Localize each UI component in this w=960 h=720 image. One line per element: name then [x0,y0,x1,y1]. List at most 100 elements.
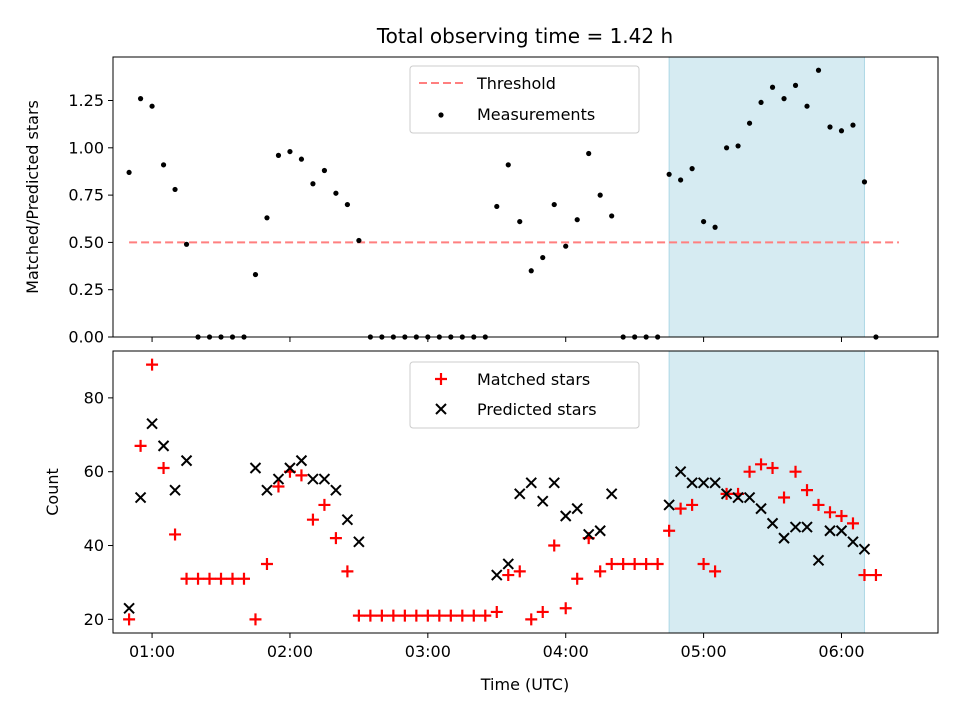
matched-point [858,569,871,582]
legend-swatch-measurements [438,112,444,118]
predicted-point [858,543,871,555]
matched-point [571,572,584,585]
predicted-point [341,513,354,526]
predicted-point [812,554,825,566]
measurement-point [746,120,753,126]
predicted-point [732,491,744,504]
matched-point [295,469,308,482]
matched-point [456,609,469,622]
predicted-point [755,502,767,515]
matched-point [697,557,710,570]
predicted-point [537,495,549,507]
predicted-point [824,525,836,537]
predicted-points [123,418,871,614]
measurement-point [758,99,764,106]
predicted-point [157,440,170,452]
y-axis-ticks-top: 0.00 0.25 0.50 0.75 1.00 1.25 [68,91,113,347]
y-tick-label-bottom: 20 [84,610,104,629]
measurement-point [275,152,282,158]
y-tick-label-top: 0.75 [68,186,104,205]
measurement-point [264,215,270,221]
matched-point [755,458,768,471]
matched-point [559,602,572,615]
matched-point [651,557,664,570]
matched-point [364,609,377,622]
measurement-point [172,186,178,193]
predicted-point [663,499,675,511]
predicted-point [502,558,514,570]
measurement-point [700,218,707,225]
matched-point [237,572,250,585]
measurement-point [356,237,362,244]
predicted-point [571,502,583,515]
measurement-point [689,166,695,172]
predicted-point [778,532,790,544]
matched-point [226,572,239,585]
predicted-point [514,488,526,500]
matched-point [594,565,607,578]
x-tick-label: 04:00 [543,642,589,661]
matched-point [433,609,446,622]
measurement-point [781,96,787,102]
matched-point [789,465,802,478]
legend-box-top [409,65,640,134]
measurement-point [551,201,557,208]
y-axis-ticks-bottom: 20 40 60 80 [84,388,113,629]
legend-swatch-matched [435,373,447,385]
matched-point [479,609,492,622]
measurement-point [827,124,833,130]
measurement-point [298,156,305,162]
measurement-point [792,82,799,88]
measurement-point [804,103,810,109]
matched-point [617,557,630,570]
predicted-point [560,510,572,522]
y-tick-label-bottom: 60 [84,462,104,481]
y-tick-label-bottom: 80 [84,388,104,407]
predicted-point [180,454,193,467]
predicted-point [674,465,687,478]
predicted-point [801,521,813,533]
matched-point [686,498,699,511]
predicted-point [720,488,733,500]
y-tick-label-top: 0.50 [68,233,104,252]
matched-point [812,498,825,511]
matched-point [329,532,342,545]
matched-point [778,491,791,504]
y-tick-label-top: 1.25 [68,91,104,110]
predicted-point [134,491,147,504]
y-axis-label-top: Matched/Predicted stars [23,100,42,294]
y-tick-label-top: 0.00 [68,328,104,347]
predicted-point [697,477,710,489]
matched-point [709,565,722,578]
matched-point [490,605,503,618]
predicted-point [743,491,756,504]
predicted-point [548,477,560,489]
measurement-point [678,177,684,183]
legend-label-predicted: Predicted stars [477,400,597,419]
measurement-point [574,217,580,223]
matched-point [823,506,836,519]
measurement-point [815,67,822,73]
chart-title: Total observing time = 1.42 h [376,24,673,48]
predicted-point [146,418,158,430]
measurement-point [494,203,500,210]
predicted-point [318,473,331,485]
measurement-point [321,167,328,174]
matched-point [444,609,457,622]
matched-point [192,572,205,585]
matched-point [835,509,848,522]
matched-point [272,480,285,493]
legend-label-threshold: Threshold [476,74,556,93]
y-tick-label-top: 0.25 [68,280,104,299]
matched-point [157,462,170,475]
matched-point [306,513,319,526]
axes-frame-top [112,56,939,338]
matched-point [846,517,859,530]
measurement-point [149,103,155,109]
matched-point [801,484,814,497]
measurement-point [609,213,615,219]
predicted-point [686,477,698,489]
legend-top: Threshold Measurements [409,65,640,134]
x-tick-label: 05:00 [681,642,727,661]
